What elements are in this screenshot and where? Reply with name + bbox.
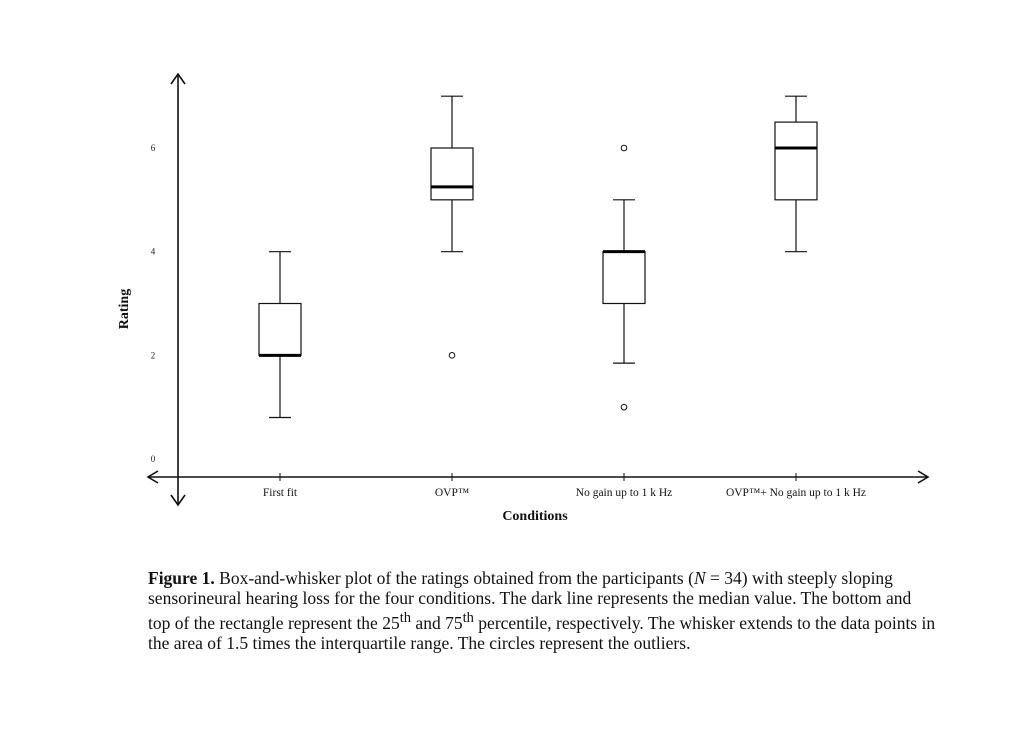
- x-axis-title: Conditions: [502, 509, 568, 524]
- iqr-box: [430, 147, 474, 201]
- caption-text-3: and 75: [411, 612, 463, 633]
- y-axis-ticks: 0 2 4 6: [151, 143, 156, 464]
- x-axis-arrow-right: [917, 470, 930, 484]
- caption-text-1: Box-and-whisker plot of the ratings obta…: [214, 568, 694, 588]
- category-label: First fit: [263, 487, 298, 499]
- category-label: No gain up to 1 k Hz: [576, 487, 672, 499]
- caption-n-symbol: N: [693, 568, 706, 588]
- iqr-box: [258, 302, 302, 356]
- outlier-point: [620, 144, 628, 152]
- box-plot-chart: 0 2 4 6 First fit OVP™ No gain up to 1 k Hz OV…: [117, 72, 930, 524]
- y-tick-label: 0: [151, 454, 156, 464]
- y-axis-arrow-up: [170, 72, 186, 85]
- iqr-box: [602, 251, 646, 305]
- caption-sup-1: th: [399, 610, 412, 626]
- category-label: OVP™+ No gain up to 1 k Hz: [726, 487, 866, 499]
- box-series: [258, 95, 818, 419]
- outlier-point: [620, 403, 628, 411]
- box-group: [602, 144, 646, 411]
- y-tick-label: 4: [151, 247, 156, 257]
- axes: [146, 72, 930, 507]
- y-tick-label: 2: [151, 350, 156, 360]
- figure-caption: Figure 1. Box-and-whisker plot of the ra…: [148, 568, 938, 653]
- y-axis-title: Rating: [117, 289, 132, 329]
- caption-text-2: = 34) with steeply sloping sensorineural…: [148, 568, 912, 633]
- caption-text-4: percentile, respectively. The whisker ex…: [148, 612, 936, 653]
- outlier-point: [448, 352, 456, 359]
- box-group: [258, 251, 302, 419]
- y-axis-arrow-down: [170, 494, 186, 507]
- x-axis-arrow-left: [146, 470, 159, 484]
- category-labels: First fit OVP™ No gain up to 1 k Hz OVP™+ N…: [263, 473, 866, 499]
- iqr-box: [774, 121, 818, 201]
- y-tick-label: 6: [151, 143, 156, 153]
- category-label: OVP™: [435, 487, 469, 499]
- figure-label: Figure 1.: [148, 568, 215, 588]
- box-group: [774, 95, 818, 253]
- caption-sup-2: th: [462, 610, 474, 626]
- box-group: [430, 95, 474, 359]
